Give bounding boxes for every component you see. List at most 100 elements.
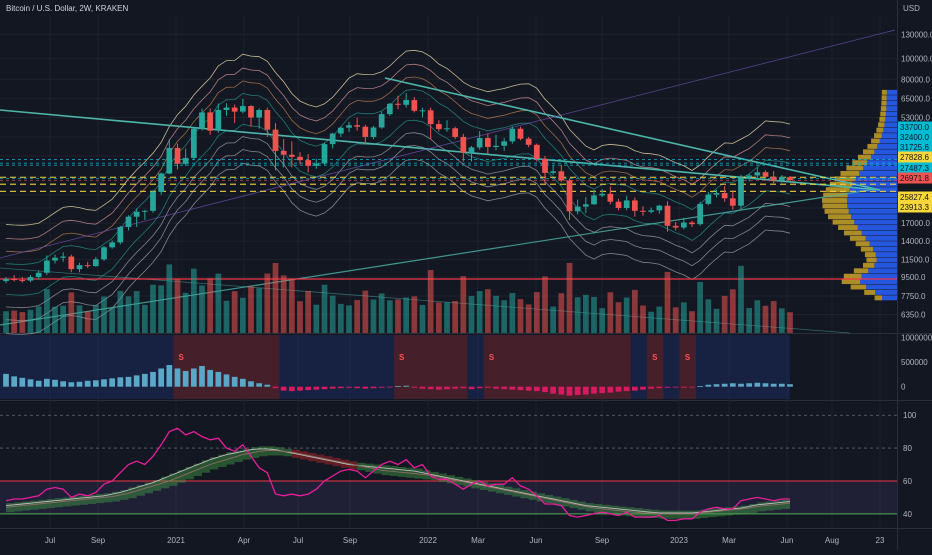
oscillator-bar (542, 386, 548, 393)
rsi-fill-block (749, 503, 758, 514)
oscillator-bar (150, 371, 156, 387)
volume-bar (125, 296, 132, 333)
rsi-axis-label: 60 (903, 477, 912, 486)
volume-profile-bar (886, 106, 897, 112)
candle-body (386, 103, 393, 115)
volume-profile-bar (886, 95, 897, 101)
rsi-fill-block (136, 485, 145, 496)
candle-body (182, 157, 189, 164)
volume-bar (321, 284, 328, 333)
volume-profile-bar (885, 116, 897, 122)
candle-body (158, 173, 165, 192)
oscillator-bar (215, 371, 222, 387)
volume-bar (738, 265, 744, 333)
time-axis-label: Jul (293, 536, 303, 545)
candle-body (52, 257, 58, 261)
oscillator-bar (321, 386, 328, 390)
price-axis-label: 130000.0 (901, 30, 932, 39)
oscillator-bar (664, 386, 671, 388)
rsi-axis-label: 80 (903, 444, 912, 453)
oscillator-bar (190, 368, 197, 387)
volume-bar (452, 300, 459, 333)
candle-body (395, 103, 401, 105)
price-tag-badge (898, 121, 932, 133)
candle-body (787, 177, 793, 181)
oscillator-bar (288, 386, 295, 392)
rsi-fill-block (144, 482, 153, 494)
volume-profile-bar (870, 154, 897, 160)
candle-body (460, 136, 467, 153)
oscillator-bar (199, 366, 205, 387)
oscillator-bar (550, 386, 557, 394)
oscillator-bar (501, 386, 508, 390)
candle-body (672, 225, 679, 228)
volume-bar (623, 297, 630, 333)
volume-bar (27, 309, 34, 333)
volume-bar (468, 295, 475, 333)
candle-body (599, 193, 606, 196)
volume-profile-bar (850, 284, 867, 290)
candle-body (484, 138, 491, 147)
rsi-fill-block (55, 498, 64, 508)
rsi-fill-block (716, 508, 725, 517)
volume-profile-bar (857, 154, 871, 160)
candle-body (509, 128, 516, 142)
candle-body (525, 138, 532, 145)
rsi-fill-block (104, 493, 113, 503)
oscillator-bar (705, 384, 712, 387)
candle-body (141, 210, 148, 212)
oscillator-bar (3, 373, 9, 387)
volume-bar (207, 278, 214, 333)
volume-bar (182, 292, 189, 333)
volume-bar (615, 302, 622, 333)
candle-body (370, 127, 377, 137)
oscillator-bar (738, 383, 744, 387)
band-line (5, 145, 791, 322)
candle-body (729, 198, 736, 206)
volume-bar (427, 270, 434, 333)
volume-bar (484, 289, 491, 333)
volume-bar (656, 306, 663, 333)
candle-body (411, 100, 418, 111)
volume-bar (150, 284, 156, 333)
volume-bar (256, 288, 263, 333)
candle-body (207, 112, 214, 131)
oscillator-bar (117, 377, 124, 387)
oscillator-bar (223, 374, 230, 387)
rsi-fill-block (708, 508, 717, 518)
oscillator-bar (721, 383, 728, 387)
volume-profile-bar (874, 133, 882, 139)
oscillator-bar (525, 386, 532, 391)
rsi-fill-block (700, 509, 709, 518)
candle-body (166, 147, 173, 174)
candle-body (264, 109, 271, 130)
rsi-fill-block (38, 499, 47, 509)
volume-bar (566, 263, 573, 333)
volume-profile-bar (863, 149, 875, 155)
oscillator-bar (746, 383, 753, 387)
volume-bar (248, 286, 254, 333)
volume-profile-bar (834, 176, 856, 182)
volume-bar (280, 275, 287, 333)
volume-bar (787, 312, 793, 333)
volume-bar (141, 304, 148, 333)
volume-bar (117, 290, 124, 333)
rsi-fill-block (22, 501, 31, 511)
oscillator-bar (76, 381, 83, 387)
volume-bar (109, 307, 116, 333)
candle-body (591, 195, 597, 205)
oscillator-bar (680, 386, 687, 388)
oscillator-bar (280, 386, 287, 391)
rsi-fill-block (95, 494, 104, 504)
volume-bar (680, 302, 687, 333)
time-axis-label: Aug (825, 536, 839, 545)
volume-bar (697, 281, 704, 333)
volume-bar (721, 295, 728, 333)
oscillator-bar (109, 378, 116, 387)
rsi-fill-block (128, 487, 137, 499)
oscillator-bar (517, 386, 524, 391)
volume-bar (591, 296, 597, 333)
price-tag-label: 27487.3 (900, 164, 929, 173)
